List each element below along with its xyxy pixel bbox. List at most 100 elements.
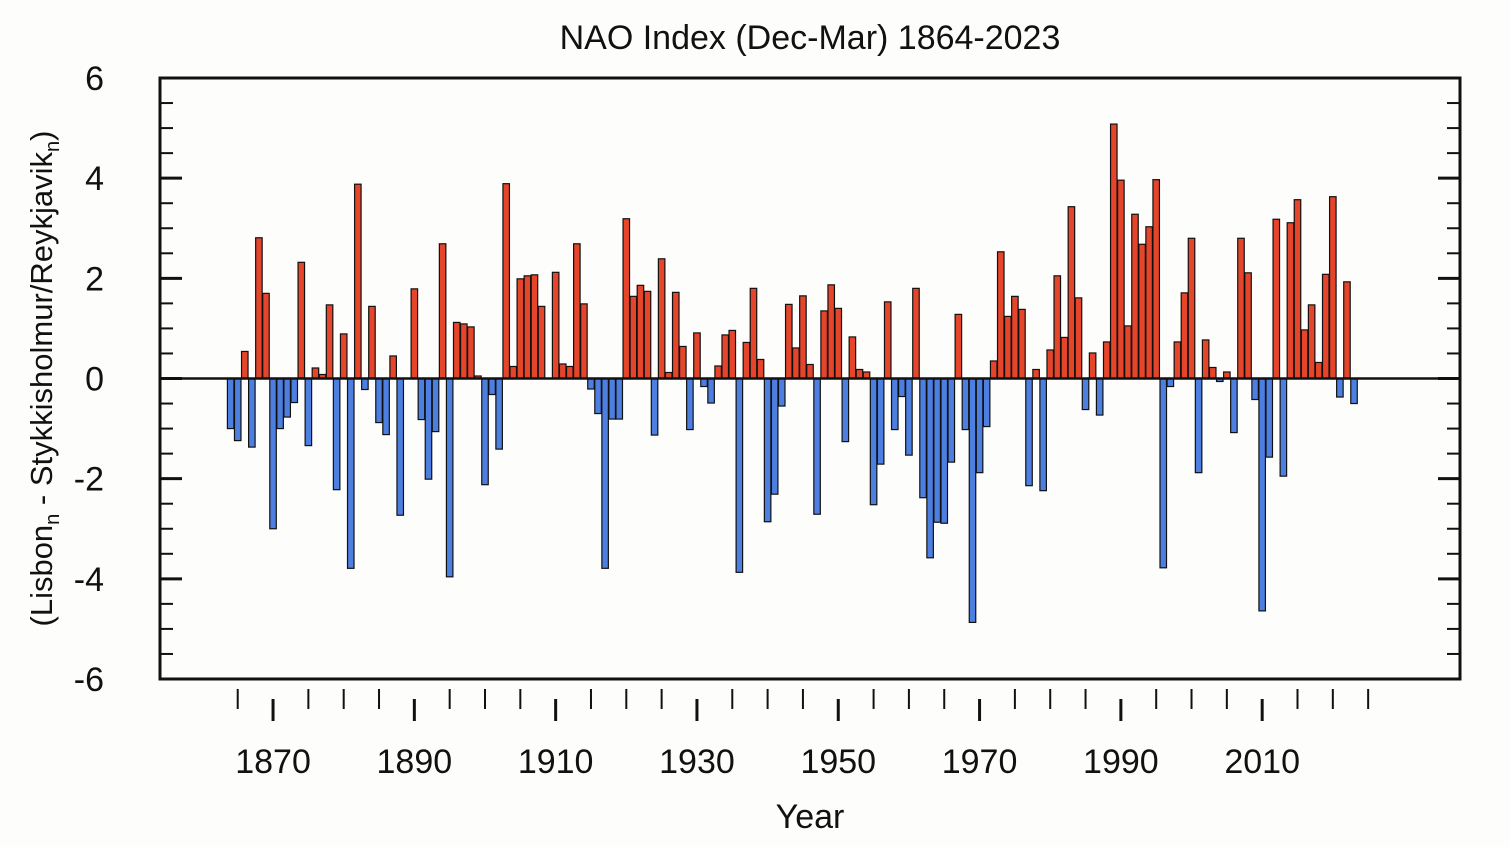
bar-1971 xyxy=(983,379,990,427)
bar-1965 xyxy=(941,379,948,524)
bar-1880 xyxy=(340,334,347,379)
bar-1932 xyxy=(708,379,715,404)
bar-1883 xyxy=(362,379,369,390)
bar-1898 xyxy=(468,327,475,379)
bar-1867 xyxy=(249,379,256,448)
bar-2011 xyxy=(1266,379,1273,458)
bar-1927 xyxy=(673,292,680,378)
bar-1912 xyxy=(567,366,574,378)
bar-1956 xyxy=(877,379,884,465)
bar-1890 xyxy=(411,289,418,379)
bar-1975 xyxy=(1012,296,1019,378)
y-tick-label--6: -6 xyxy=(74,661,104,699)
bar-2002 xyxy=(1202,340,1209,379)
bar-1999 xyxy=(1181,293,1188,379)
bar-1974 xyxy=(1005,316,1012,378)
bar-1896 xyxy=(453,322,460,378)
bar-1977 xyxy=(1026,379,1033,486)
bar-1893 xyxy=(432,379,439,432)
y-tick-label--2: -2 xyxy=(74,461,104,499)
bar-1919 xyxy=(616,379,623,420)
bar-1982 xyxy=(1061,337,1068,378)
bar-2020 xyxy=(1330,197,1337,379)
y-axis-label: (Lisbonn - Stykkisholmur/Reykjavikn) xyxy=(24,130,64,626)
bar-1921 xyxy=(630,296,637,378)
bar-1887 xyxy=(390,356,397,379)
bar-1903 xyxy=(503,184,510,379)
x-tick-label-1890: 1890 xyxy=(377,743,453,781)
bar-1923 xyxy=(644,291,651,378)
bar-1886 xyxy=(383,379,390,435)
y-tick-label-4: 4 xyxy=(85,160,104,198)
bar-1994 xyxy=(1146,227,1153,379)
bar-1870 xyxy=(270,379,277,529)
bar-1907 xyxy=(531,275,538,379)
bar-2009 xyxy=(1252,379,1259,400)
bar-1884 xyxy=(369,306,376,378)
bar-1937 xyxy=(743,342,750,378)
bar-1904 xyxy=(510,366,517,378)
bar-1990 xyxy=(1118,180,1125,378)
x-tick-label-1930: 1930 xyxy=(659,743,735,781)
bar-2013 xyxy=(1280,379,1287,477)
bar-1941 xyxy=(771,379,778,495)
bar-1881 xyxy=(348,379,355,569)
bar-1963 xyxy=(927,379,934,558)
y-tick-label-0: 0 xyxy=(85,361,104,399)
bar-1968 xyxy=(962,379,969,430)
bar-1874 xyxy=(298,262,305,378)
bar-1876 xyxy=(312,368,319,379)
bar-2001 xyxy=(1195,379,1202,473)
bar-1972 xyxy=(990,361,997,379)
bar-1920 xyxy=(623,219,630,379)
x-tick-label-2010: 2010 xyxy=(1224,743,1300,781)
bar-1895 xyxy=(446,379,453,577)
bar-1958 xyxy=(892,379,899,430)
bar-2014 xyxy=(1287,223,1294,379)
bar-1868 xyxy=(256,238,263,379)
bar-1871 xyxy=(277,379,284,429)
bar-1966 xyxy=(948,379,955,463)
bar-2008 xyxy=(1245,273,1252,379)
bar-1916 xyxy=(595,379,602,414)
bar-1908 xyxy=(538,306,545,378)
bar-1960 xyxy=(906,379,913,456)
bar-1922 xyxy=(637,285,644,378)
x-tick-label-1950: 1950 xyxy=(800,743,876,781)
bar-1901 xyxy=(489,379,496,395)
bar-2012 xyxy=(1273,219,1280,378)
bar-1925 xyxy=(658,259,665,379)
bar-1944 xyxy=(793,348,800,379)
bar-1979 xyxy=(1040,379,1047,491)
bar-1865 xyxy=(234,379,241,441)
y-label-subscript: n xyxy=(42,141,64,152)
bar-1992 xyxy=(1132,214,1139,378)
bar-1934 xyxy=(722,335,729,379)
bar-1978 xyxy=(1033,369,1040,378)
bar-1866 xyxy=(242,351,249,378)
bar-1875 xyxy=(305,379,312,446)
bar-1940 xyxy=(764,379,771,522)
bar-1873 xyxy=(291,379,298,403)
bar-1915 xyxy=(588,379,595,390)
bar-1989 xyxy=(1111,124,1118,378)
bar-1961 xyxy=(913,288,920,378)
bar-1995 xyxy=(1153,180,1160,379)
bar-2017 xyxy=(1308,305,1315,379)
bar-1882 xyxy=(355,184,362,378)
bar-1914 xyxy=(581,304,588,379)
bar-1983 xyxy=(1068,207,1075,379)
bar-2016 xyxy=(1301,330,1308,379)
bar-1942 xyxy=(778,379,785,407)
bar-1946 xyxy=(807,364,814,378)
bar-1924 xyxy=(651,379,658,436)
bar-1928 xyxy=(680,346,687,378)
bar-1891 xyxy=(418,379,425,420)
bar-1998 xyxy=(1174,342,1181,379)
bar-1996 xyxy=(1160,379,1167,568)
bar-1980 xyxy=(1047,350,1054,379)
bar-1993 xyxy=(1139,244,1146,378)
bar-1951 xyxy=(842,379,849,442)
